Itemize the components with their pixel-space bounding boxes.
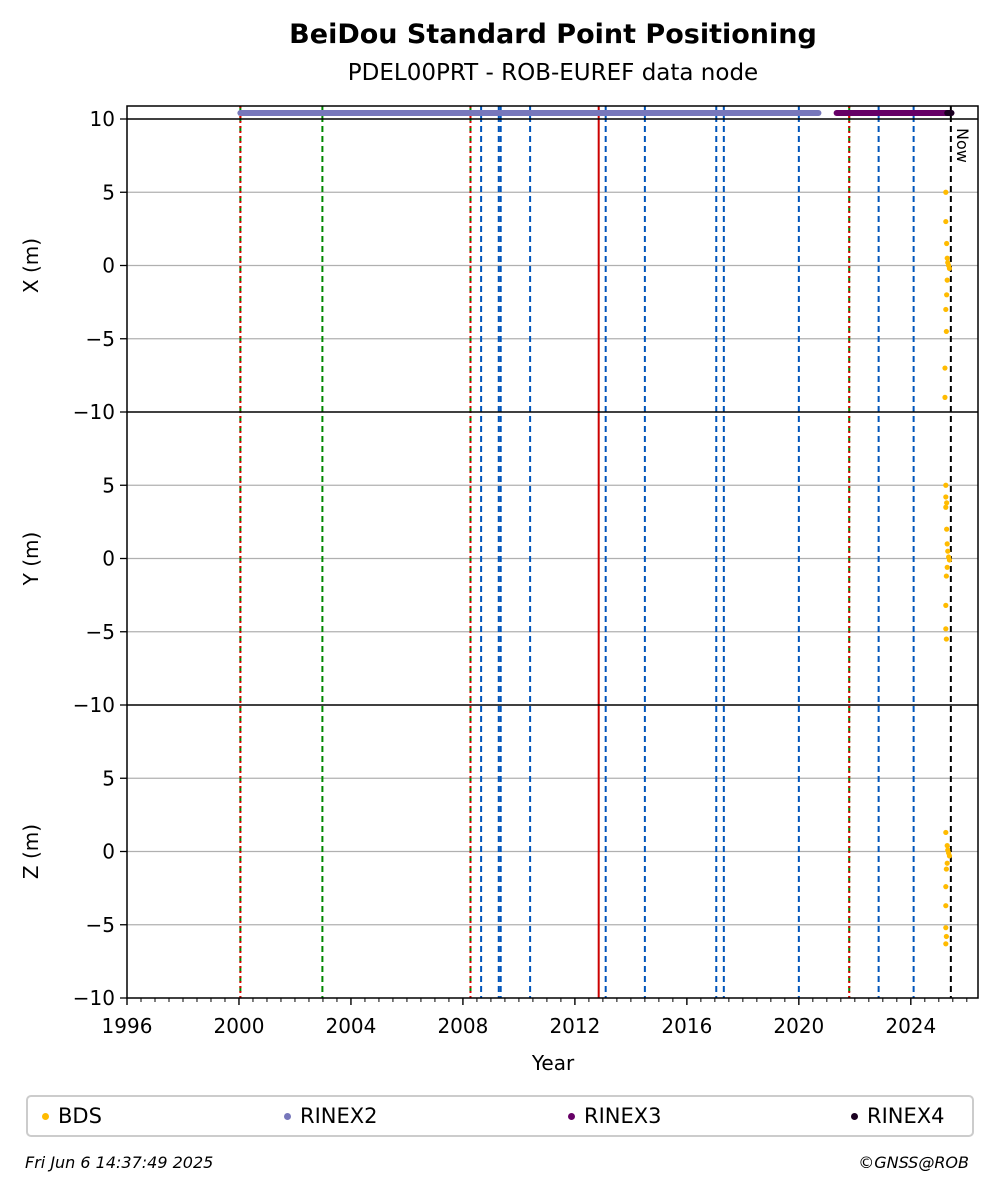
- bds-point: [944, 255, 950, 261]
- x-tick-label: 2008: [437, 1014, 488, 1038]
- legend-label-bds: BDS: [58, 1104, 102, 1128]
- bds-point: [943, 189, 949, 195]
- legend-item-rinex4: RINEX4: [851, 1097, 945, 1135]
- chart-subtitle: PDEL00PRT - ROB-EUREF data node: [348, 60, 758, 86]
- y-axis-label: Y (m): [19, 532, 43, 587]
- x-axis-label: Year: [531, 1051, 575, 1075]
- x-tick-label: 2016: [661, 1014, 712, 1038]
- plot-area: Now 10 5 0 −5 −10 X (m) 5 0 −5 −10 Y (m) 5 0 −5 −10 Z (m…: [19, 105, 979, 1038]
- y-tick-label: −5: [86, 327, 115, 351]
- bds-point: [943, 504, 949, 510]
- bds-point: [944, 240, 950, 247]
- legend-label-rinex3: RINEX3: [584, 1104, 662, 1128]
- bds-point: [942, 394, 948, 400]
- bds-point: [943, 328, 949, 335]
- legend-label-rinex2: RINEX2: [300, 1104, 378, 1128]
- bds-point: [943, 884, 949, 890]
- chart-title: BeiDou Standard Point Positioning: [289, 19, 817, 50]
- bds-point: [944, 526, 950, 532]
- y-tick-label: −5: [86, 913, 115, 937]
- y-tick-label: 0: [102, 254, 115, 278]
- y-tick-label: 5: [102, 766, 115, 790]
- bds-point: [946, 557, 953, 563]
- now-label: Now: [953, 128, 972, 163]
- bds-point: [944, 843, 950, 849]
- y-tick-label: 0: [102, 840, 115, 864]
- bds-point: [943, 306, 949, 313]
- x-tick-label: 2012: [549, 1014, 600, 1038]
- bds-point: [943, 636, 949, 642]
- footer-timestamp: Fri Jun 6 14:37:49 2025: [25, 1153, 214, 1172]
- y-tick-label: −10: [73, 400, 115, 424]
- bds-point: [943, 602, 949, 608]
- x-tick-label: 2004: [325, 1014, 376, 1038]
- y-tick-label: 10: [90, 107, 115, 131]
- bds-point: [946, 853, 953, 859]
- footer-copyright: ©GNSS@ROB: [858, 1153, 969, 1172]
- bds-point: [943, 933, 949, 940]
- bds-point: [943, 866, 949, 872]
- bds-point: [946, 265, 953, 272]
- y-tick-label: 0: [102, 547, 115, 571]
- x-tick-label: 2000: [214, 1014, 265, 1038]
- bds-point: [943, 626, 949, 632]
- x-tick-label: 2020: [773, 1014, 824, 1038]
- legend: BDS RINEX2 RINEX3 RINEX4: [26, 1095, 974, 1137]
- x-tick-label: 1996: [102, 1014, 153, 1038]
- legend-item-rinex2: RINEX2: [284, 1097, 378, 1135]
- bds-point: [942, 365, 948, 371]
- bds-point: [943, 482, 949, 488]
- y-tick-label: −10: [73, 986, 115, 1010]
- bds-point: [943, 573, 949, 579]
- rinex4-marker-icon: [851, 1112, 858, 1120]
- plot-frame: [126, 105, 979, 999]
- bds-point: [943, 829, 949, 836]
- chart: BeiDou Standard Point Positioning PDEL00…: [19, 19, 979, 1075]
- bds-point: [943, 941, 949, 947]
- bds-point: [943, 218, 949, 225]
- bds-point: [945, 548, 951, 554]
- x-tick-label: 2024: [885, 1014, 936, 1038]
- y-tick-label: 5: [102, 180, 115, 204]
- bds-point: [943, 903, 949, 909]
- bds-point: [943, 494, 949, 500]
- y-axis-label: Z (m): [19, 824, 43, 879]
- bds-point: [944, 564, 950, 570]
- y-axis-label: X (m): [19, 238, 43, 293]
- rinex3-marker-icon: [568, 1112, 575, 1120]
- bds-point: [944, 500, 950, 506]
- legend-label-rinex4: RINEX4: [867, 1104, 945, 1128]
- legend-item-rinex3: RINEX3: [568, 1097, 662, 1135]
- y-tick-label: −5: [86, 620, 115, 644]
- bds-point: [943, 925, 949, 931]
- y-tick-label: 5: [102, 473, 115, 497]
- y-tick-label: −10: [73, 693, 115, 717]
- legend-item-bds: BDS: [42, 1097, 102, 1135]
- rinex2-marker-icon: [284, 1112, 291, 1120]
- bds-point: [944, 541, 950, 547]
- bds-point: [944, 277, 950, 283]
- bds-marker-icon: [42, 1112, 49, 1120]
- bds-point: [944, 860, 950, 866]
- bds-point: [944, 292, 950, 298]
